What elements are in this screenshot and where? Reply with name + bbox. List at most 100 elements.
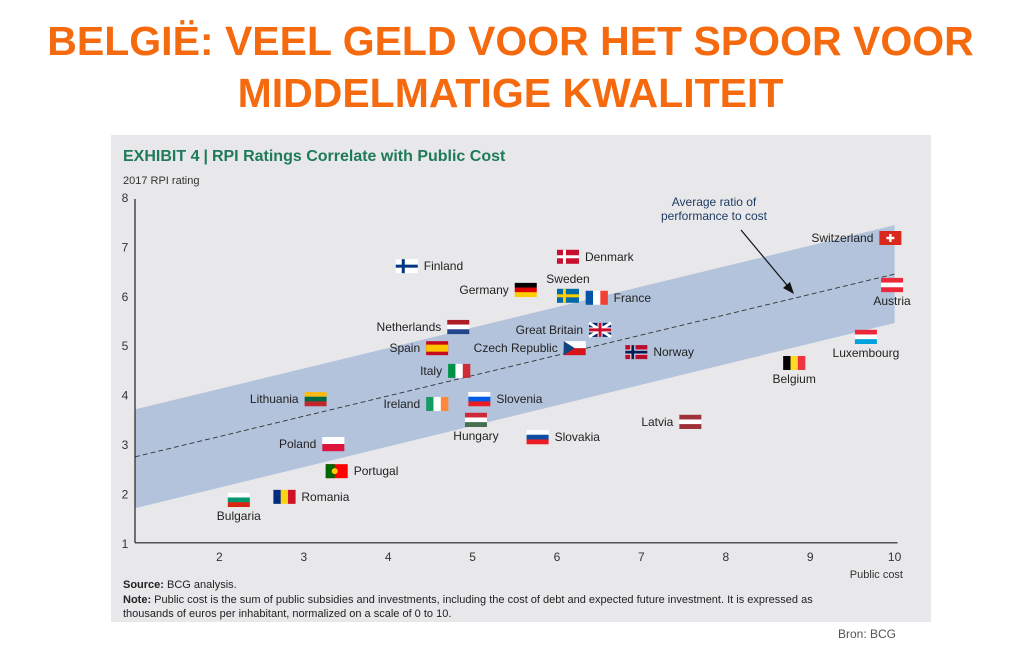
country-label: Denmark bbox=[585, 250, 635, 264]
flag-cross bbox=[625, 350, 648, 354]
y-axis-label: 2017 RPI rating bbox=[123, 175, 199, 187]
flag-stripe bbox=[679, 424, 702, 429]
flag-emblem bbox=[331, 468, 338, 475]
flag-stripe bbox=[854, 329, 877, 335]
country-label: Germany bbox=[459, 283, 508, 297]
country-label: Belgium bbox=[772, 372, 815, 386]
flag-stripe bbox=[468, 401, 491, 407]
flag-stripe bbox=[304, 396, 327, 402]
flag-stripe bbox=[881, 287, 904, 293]
flag-spain bbox=[426, 341, 449, 356]
flag-stripe bbox=[514, 282, 537, 288]
flag-stripe bbox=[464, 412, 487, 418]
country-label: Bulgaria bbox=[217, 509, 261, 523]
flag-stripe bbox=[563, 341, 586, 349]
flag-stripe bbox=[448, 363, 456, 378]
flag-stripe bbox=[468, 392, 491, 397]
flag-france bbox=[585, 290, 608, 305]
country-label: Austria bbox=[873, 294, 911, 308]
slide-title-line-1: BELGIË: VEEL GELD VOOR HET SPOOR VOOR bbox=[47, 18, 974, 64]
y-tick-label: 3 bbox=[122, 438, 129, 452]
flag-stripe bbox=[304, 401, 327, 407]
country-label: Hungary bbox=[453, 429, 498, 443]
flag-stripe bbox=[593, 290, 601, 305]
country-label: Switzerland bbox=[811, 231, 873, 245]
flag-stripe bbox=[514, 292, 537, 298]
annotation-arrow-head bbox=[783, 282, 794, 294]
flag-stripe bbox=[854, 334, 877, 340]
svg-text:Source: BCG analysis.: Source: BCG analysis. bbox=[123, 579, 237, 591]
flag-stripe bbox=[854, 339, 877, 345]
flag-stripe bbox=[426, 396, 434, 411]
country-label: Portugal bbox=[354, 464, 399, 478]
y-tick-label: 4 bbox=[122, 389, 129, 403]
x-tick-label: 10 bbox=[888, 550, 902, 564]
flag-stripe bbox=[881, 282, 904, 288]
flag-ireland bbox=[426, 396, 449, 411]
flag-stripe bbox=[280, 489, 289, 504]
note-text-line-2: thousands of euros per inhabitant, norma… bbox=[123, 608, 451, 620]
svg-text:Note: Public cost is the sum o: Note: Public cost is the sum of public s… bbox=[123, 594, 813, 606]
flag-stripe bbox=[600, 290, 608, 305]
country-label: Ireland bbox=[383, 397, 420, 411]
country-label: Slovakia bbox=[555, 430, 601, 444]
country-label: Sweden bbox=[546, 272, 589, 286]
chart-panel: EXHIBIT 4 | RPI Ratings Correlate with Pub… bbox=[111, 135, 931, 622]
flag-slovenia bbox=[468, 392, 491, 407]
flag-stripe bbox=[288, 489, 296, 504]
flag-stripe bbox=[468, 396, 491, 402]
flag-denmark bbox=[556, 249, 579, 264]
country-label: Romania bbox=[301, 490, 349, 504]
flag-stripe bbox=[790, 355, 799, 370]
flag-stripe bbox=[322, 437, 345, 445]
flag-cross bbox=[395, 264, 418, 268]
annotation-arrow-line bbox=[740, 229, 792, 291]
flag-netherlands bbox=[447, 319, 470, 335]
flag-stripe bbox=[585, 290, 594, 305]
flag-stripe bbox=[433, 396, 442, 411]
source-text: BCG analysis. bbox=[164, 579, 237, 591]
flag-stripe bbox=[881, 277, 904, 283]
flag-stripe bbox=[447, 329, 470, 335]
trend-annotation-line: performance to cost bbox=[661, 209, 768, 223]
flag-sweden bbox=[556, 288, 579, 303]
country-label: Poland bbox=[279, 437, 316, 451]
flag-cross bbox=[556, 255, 579, 259]
note-text-line-1: Public cost is the sum of public subsidi… bbox=[151, 594, 813, 606]
country-label: Spain bbox=[389, 341, 420, 355]
country-label: Italy bbox=[420, 364, 442, 378]
flag-switzerland bbox=[879, 231, 902, 246]
flag-stripe bbox=[227, 492, 250, 498]
flag-stripe bbox=[679, 414, 702, 420]
flag-cross bbox=[886, 236, 895, 240]
flag-lithuania bbox=[304, 392, 327, 407]
flag-stripe bbox=[304, 392, 327, 397]
flag-stripe bbox=[464, 417, 487, 423]
flag-stripe bbox=[526, 434, 549, 440]
country-label: Finland bbox=[424, 259, 463, 273]
flag-norway bbox=[625, 345, 648, 360]
flag-stripe bbox=[325, 464, 335, 479]
exhibit-label: EXHIBIT 4 bbox=[123, 148, 200, 165]
country-label: Norway bbox=[653, 345, 694, 359]
flag-stripe bbox=[227, 502, 250, 508]
chart-title: RPI Ratings Correlate with Public Cost bbox=[212, 148, 506, 165]
country-label: Latvia bbox=[641, 415, 673, 429]
x-tick-label: 6 bbox=[554, 550, 561, 564]
flag-stripe bbox=[273, 489, 281, 504]
flag-stripe bbox=[455, 363, 463, 378]
flag-stripe bbox=[447, 319, 470, 325]
flag-germany bbox=[514, 282, 537, 298]
country-label: Lithuania bbox=[250, 392, 299, 406]
svg-text:EXHIBIT 4|RPI Ratings Correlat: EXHIBIT 4 | RPI Ratings Correlate with Pub… bbox=[123, 148, 506, 165]
country-label: Luxembourg bbox=[833, 346, 900, 360]
flag-poland bbox=[322, 437, 345, 452]
source-credit: Bron: BCG bbox=[838, 627, 897, 641]
scatter-chart: EXHIBIT 4 | RPI Ratings Correlate with Pub… bbox=[122, 148, 911, 620]
x-tick-label: 8 bbox=[722, 550, 729, 564]
x-tick-label: 7 bbox=[638, 550, 645, 564]
y-tick-label: 8 bbox=[122, 191, 129, 205]
flag-great-britain bbox=[588, 321, 612, 339]
flag-stripe bbox=[563, 348, 586, 356]
country-label: Netherlands bbox=[377, 320, 442, 334]
